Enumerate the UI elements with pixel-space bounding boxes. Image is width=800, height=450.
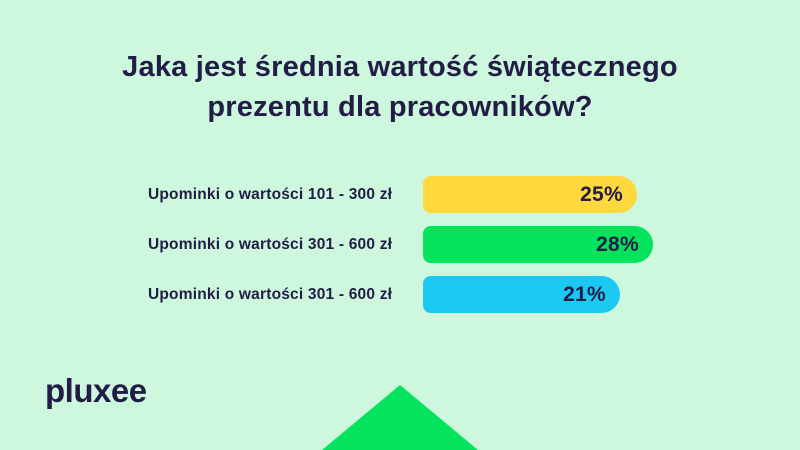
chart-row: Upominki o wartości 101 - 300 zł 25% xyxy=(0,176,800,213)
page-title-line-1: Jaka jest średnia wartość świątecznego xyxy=(122,51,678,83)
bar-category-label: Upominki o wartości 101 - 300 zł xyxy=(148,185,393,203)
bar-category-label: Upominki o wartości 301 - 600 zł xyxy=(148,235,393,253)
page-title: Jaka jest średnia wartość świątecznego p… xyxy=(0,47,800,127)
bar-gifts-301-600-blue: 21% xyxy=(423,276,620,313)
bar-gifts-301-600: 28% xyxy=(423,226,653,263)
pluxee-logo: pluxee xyxy=(45,372,147,409)
chart-row: Upominki o wartości 301 - 600 zł 21% xyxy=(0,276,800,313)
bar-value-label: 25% xyxy=(580,182,623,206)
bar-chart: Upominki o wartości 101 - 300 zł 25% Upo… xyxy=(0,176,800,326)
chart-row: Upominki o wartości 301 - 600 zł 28% xyxy=(0,226,800,263)
bar-gifts-101-300: 25% xyxy=(423,176,637,213)
page-title-line-2: prezentu dla pracowników? xyxy=(207,91,593,123)
bar-value-label: 28% xyxy=(596,232,639,256)
bar-category-label: Upominki o wartości 301 - 600 zł xyxy=(148,285,393,303)
up-arrow-decoration xyxy=(322,385,478,450)
bar-value-label: 21% xyxy=(563,282,606,306)
